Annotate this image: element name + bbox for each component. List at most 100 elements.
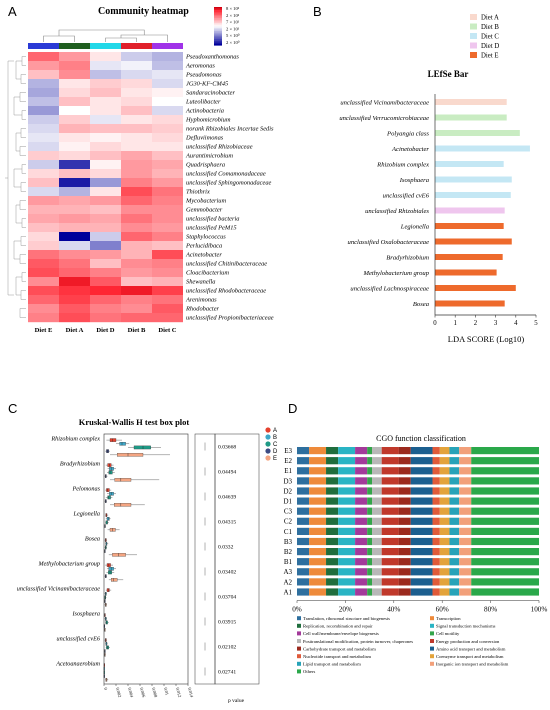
cog-stack-segment: [338, 477, 356, 485]
cog-stack-segment: [459, 467, 472, 475]
cog-stack-segment: [309, 467, 327, 475]
cog-stack-segment: [355, 558, 368, 566]
heatmap-column-label: Diet C: [158, 327, 176, 334]
cog-legend-swatch: [297, 661, 301, 666]
cog-stack-segment: [439, 497, 450, 505]
cog-stack-segment: [309, 477, 327, 485]
heatmap-row-label: Shewanella: [186, 279, 215, 286]
cog-stack-segment: [355, 457, 368, 465]
heatmap-cell: [28, 313, 59, 323]
cog-stack-segment: [459, 537, 472, 546]
heatmap-row-label: Aurantimicrobium: [185, 153, 233, 160]
cog-category-label: D1: [283, 498, 292, 506]
box-body: [106, 488, 110, 492]
heatmap-cell: [90, 169, 121, 179]
cog-stack-segment: [338, 537, 356, 546]
cog-stack-segment: [309, 568, 327, 576]
cog-stack-segment: [355, 517, 368, 525]
legend-gradient-step: [214, 34, 222, 36]
cog-stack-segment: [398, 497, 411, 505]
heatmap-row-labels: Pseudoxanthomonas Aeromonas Pseudomonas JG3…: [185, 54, 274, 322]
cog-stack-segment: [439, 558, 450, 566]
cog-category-label: E3: [284, 447, 292, 455]
heatmap-cell: [121, 160, 152, 170]
cog-stack-segment: [297, 558, 310, 566]
heatmap-cell: [90, 88, 121, 98]
cog-stack-segment: [471, 527, 539, 535]
heatmap-cell: [121, 169, 152, 179]
heatmap-row-label: unclassified bacteria: [186, 216, 239, 223]
lefse-bar-label: Isosphaera: [399, 177, 430, 184]
cog-category-label: C2: [284, 518, 293, 526]
legend-gradient-step: [214, 21, 222, 24]
heatmap-cell: [90, 187, 121, 197]
cog-stack-segment: [410, 507, 433, 515]
cog-stack-segment: [367, 497, 373, 505]
cog-stack-segment: [459, 497, 472, 505]
box-body: [133, 445, 151, 450]
lefse-bar-label: unclassified Vicinamibacteraceae: [340, 99, 429, 106]
cog-stack-segment: [471, 507, 539, 515]
heatmap-cell: [28, 286, 59, 296]
cog-legend-swatch: [430, 661, 434, 666]
cog-stack-segment: [432, 507, 440, 515]
heatmap-cell: [28, 232, 59, 242]
cog-stack-segment: [372, 568, 382, 576]
cog-legend-swatch: [297, 669, 301, 674]
cog-legend-swatch: [297, 654, 301, 659]
cog-legend-swatch: [430, 623, 434, 628]
cog-legend-swatch: [297, 631, 301, 636]
heatmap-cell: [152, 142, 183, 152]
heatmap-cell: [59, 115, 90, 125]
lefse-bar: [435, 269, 497, 276]
boxplot-legend-label: C: [273, 442, 278, 448]
boxplot-p-value: 0.03668: [218, 445, 236, 451]
heatmap-cell: [121, 250, 152, 260]
lefse-bar-label: Polyangia class: [386, 130, 429, 137]
cog-stack-segment: [439, 487, 450, 495]
heatmap-column-labels: Diet E Diet A Diet D Diet B Diet C: [35, 327, 177, 334]
cog-stack-segment: [372, 537, 382, 546]
cog-stack-segment: [398, 477, 411, 485]
cog-stack-segment: [398, 548, 411, 556]
heatmap-cell: [59, 286, 90, 296]
heatmap-cell: [152, 160, 183, 170]
box-body: [107, 495, 111, 500]
cog-stack-segment: [355, 527, 368, 535]
boxplot-p-value: 0.04494: [218, 470, 236, 476]
heatmap-row-label: unclassified Propionibacteriaceae: [186, 315, 274, 322]
cog-stack-segment: [372, 527, 382, 535]
cog-stack-segment: [439, 507, 450, 515]
cog-stack-segment: [372, 447, 382, 455]
cog-stack-segment: [439, 447, 450, 455]
cog-stack-segment: [309, 548, 327, 556]
heatmap-cell: [59, 124, 90, 134]
cog-stack-segment: [297, 527, 310, 535]
cog-stack-segment: [367, 447, 373, 455]
cog-stack-segment: [398, 447, 411, 455]
cog-stack-segment: [381, 517, 399, 525]
cog-category-label: A2: [283, 578, 292, 586]
cog-category-label: A3: [283, 568, 292, 576]
boxplot-frame: [103, 433, 260, 685]
cog-stack-segment: [309, 517, 327, 525]
cog-stack-segment: [459, 527, 472, 535]
lefse-bar-label: unclassified cvE6: [383, 192, 430, 199]
heatmap-row-label: unclassified Comamonadaceae: [186, 171, 266, 178]
cog-stack-segment: [297, 477, 310, 485]
legend-gradient-step: [214, 18, 222, 20]
cog-x-tick-label: 100%: [531, 606, 548, 614]
cog-stack-segment: [367, 537, 373, 546]
heatmap-cell: [90, 205, 121, 215]
box-body: [109, 528, 116, 532]
lefse-bar-label: Acinetobacter: [391, 146, 429, 153]
heatmap-cell: [59, 295, 90, 305]
cog-stack-segment: [432, 467, 440, 475]
cog-stack-segment: [297, 548, 310, 556]
cog-stack-segment: [459, 578, 472, 586]
heatmap-cell: [121, 223, 152, 233]
legend-gradient-step: [214, 35, 222, 38]
cog-stack-segment: [449, 487, 460, 495]
heatmap-cell: [90, 160, 121, 170]
